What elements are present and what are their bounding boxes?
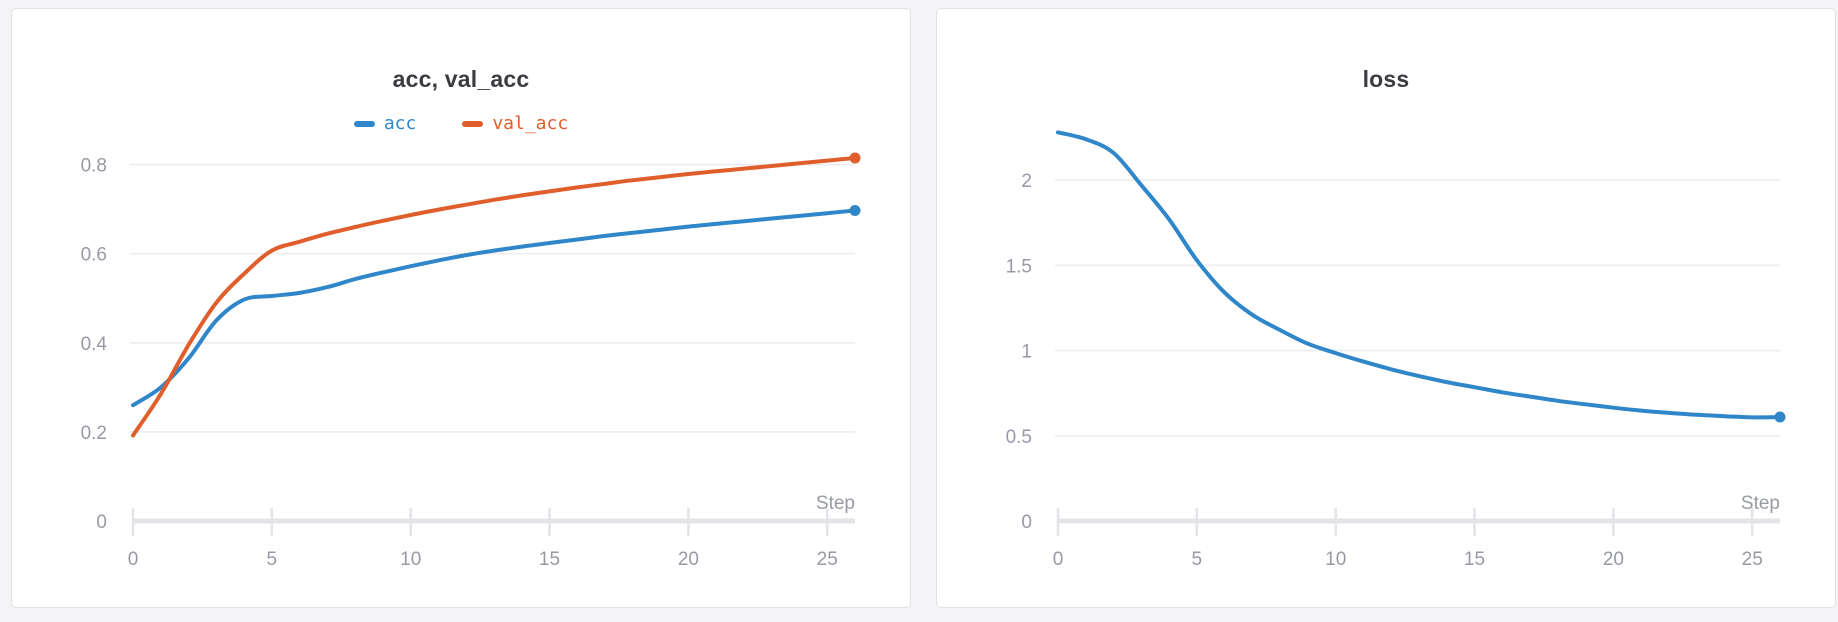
x-tick-label: 25 [1742, 549, 1763, 570]
legend-label-val_acc: val_acc [492, 113, 569, 134]
x-axis-label: Step [1741, 493, 1780, 514]
x-tick-label: 10 [400, 549, 421, 570]
y-tick-label: 0.2 [81, 423, 107, 444]
y-tick-label: 0 [1021, 512, 1032, 533]
x-tick-label: 0 [1053, 549, 1064, 570]
x-tick-label: 0 [128, 549, 139, 570]
y-tick-label: 0.8 [81, 156, 107, 177]
legend-swatch-acc [353, 121, 375, 127]
series-line-loss [1056, 130, 1782, 420]
legend-swatch-val_acc [462, 121, 484, 127]
x-tick-label: 25 [817, 549, 838, 570]
chart-title: acc, val_acc [392, 66, 530, 92]
x-tick-label: 15 [1464, 549, 1485, 570]
legend-item-val_acc[interactable]: val_acc [462, 115, 568, 133]
x-tick-label: 20 [678, 549, 699, 570]
y-tick-label: 0.4 [81, 334, 108, 355]
y-tick-label: 0 [96, 512, 107, 533]
y-tick-label: 1 [1021, 342, 1032, 363]
x-tick-label: 10 [1325, 549, 1346, 570]
legend-label-acc: acc [383, 113, 417, 134]
y-tick-label: 0.5 [1006, 427, 1032, 448]
y-tick-label: 0.6 [81, 245, 107, 266]
chart-panel-acc-val-acc[interactable]: acc, val_acc acc val_acc 0 0.2 0.4 0.6 0.8 0 5 1… [11, 8, 911, 608]
chart-panel-loss[interactable]: loss 0 0.5 1 1.5 2 0 5 10 15 20 25 Step [936, 8, 1836, 608]
x-axis-label: Step [816, 493, 855, 514]
series-end-dot-loss [1774, 411, 1786, 423]
plot-area[interactable]: 0 0.2 0.4 0.6 0.8 0 5 10 15 20 25 Step [12, 9, 912, 609]
x-tick-label: 15 [539, 549, 560, 570]
y-tick-label: 2 [1021, 171, 1032, 192]
series-line-acc [131, 208, 857, 408]
x-tick-label: 5 [267, 549, 278, 570]
series-line-val_acc [131, 156, 857, 438]
chart-title: loss [1362, 66, 1410, 92]
y-tick-label: 1.5 [1006, 256, 1032, 277]
chart-legend: acc val_acc [12, 112, 910, 136]
x-tick-label: 20 [1603, 549, 1624, 570]
legend-item-acc[interactable]: acc [353, 113, 417, 134]
series-end-dot-val_acc [849, 152, 861, 164]
x-tick-label: 5 [1192, 549, 1203, 570]
series-end-dot-acc [849, 205, 861, 216]
